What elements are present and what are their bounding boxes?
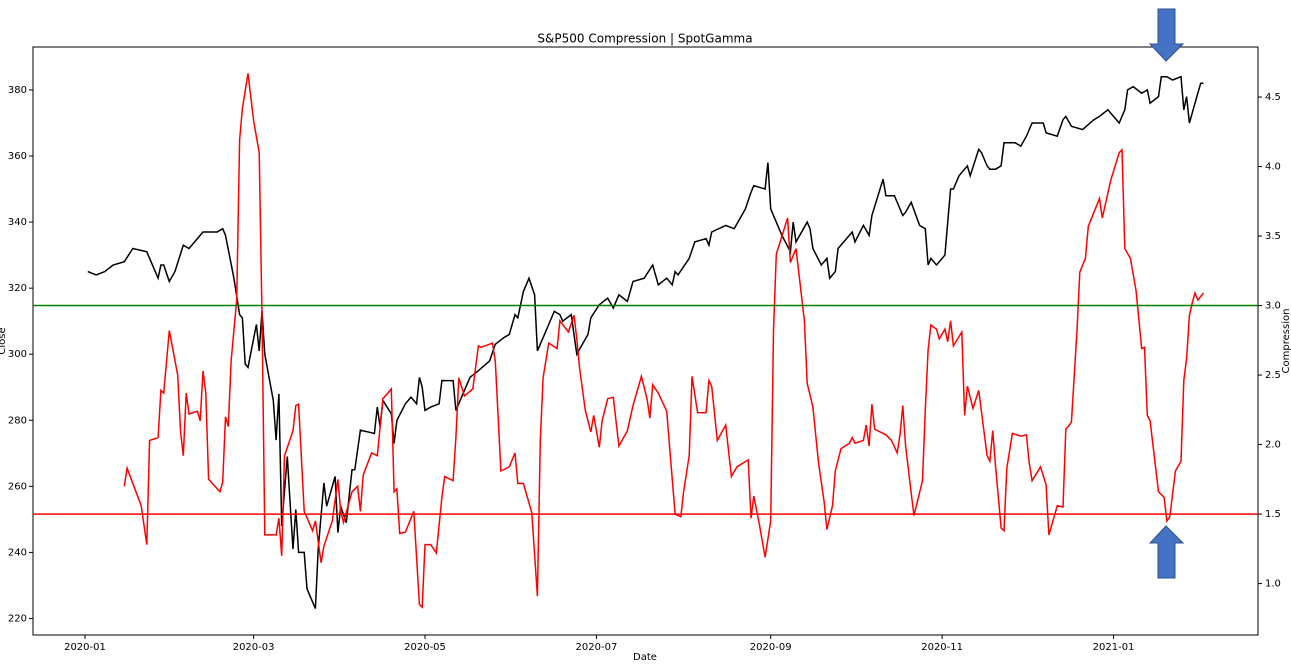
y-tick-label: 260	[8, 481, 27, 492]
y-tick-label: 320	[8, 283, 27, 294]
y2-tick-label: 3.0	[1265, 301, 1281, 312]
x-tick-label: 2020-01	[64, 642, 106, 653]
y-tick-label: 240	[8, 547, 27, 558]
x-tick-label: 2021-01	[1093, 642, 1135, 653]
x-axis-label: Date	[633, 652, 657, 663]
x-tick-label: 2020-05	[404, 642, 446, 653]
y-tick-label: 280	[8, 415, 27, 426]
y-tick-label: 300	[8, 349, 27, 360]
y2-tick-label: 1.5	[1265, 509, 1281, 520]
arrow-top	[1148, 8, 1185, 62]
y2-tick-label: 2.0	[1265, 440, 1281, 451]
x-tick-label: 2020-03	[233, 642, 275, 653]
y2-tick-label: 4.0	[1265, 162, 1281, 173]
y-tick-label: 340	[8, 217, 27, 228]
y2-tick-label: 2.5	[1265, 370, 1281, 381]
line-series	[87, 75, 1204, 609]
arrow-bottom	[1148, 525, 1185, 579]
y-tick-label: 220	[8, 613, 27, 624]
y2-tick-label: 3.5	[1265, 231, 1281, 242]
y2-axis-label: Compression	[1281, 309, 1291, 374]
y-tick-label: 360	[8, 151, 27, 162]
x-tick-label: 2020-09	[750, 642, 792, 653]
y-tick-label: 380	[8, 85, 27, 96]
plot-frame	[32, 46, 1259, 636]
y-axis-label: Close	[0, 327, 8, 354]
chart-title: S&P500 Compression | SpotGamma	[537, 32, 752, 46]
x-tick-label: 2020-11	[921, 642, 963, 653]
line-series	[123, 73, 1205, 609]
y2-tick-label: 4.5	[1265, 92, 1281, 103]
y2-tick-label: 1.0	[1265, 579, 1281, 590]
x-tick-label: 2020-07	[576, 642, 618, 653]
